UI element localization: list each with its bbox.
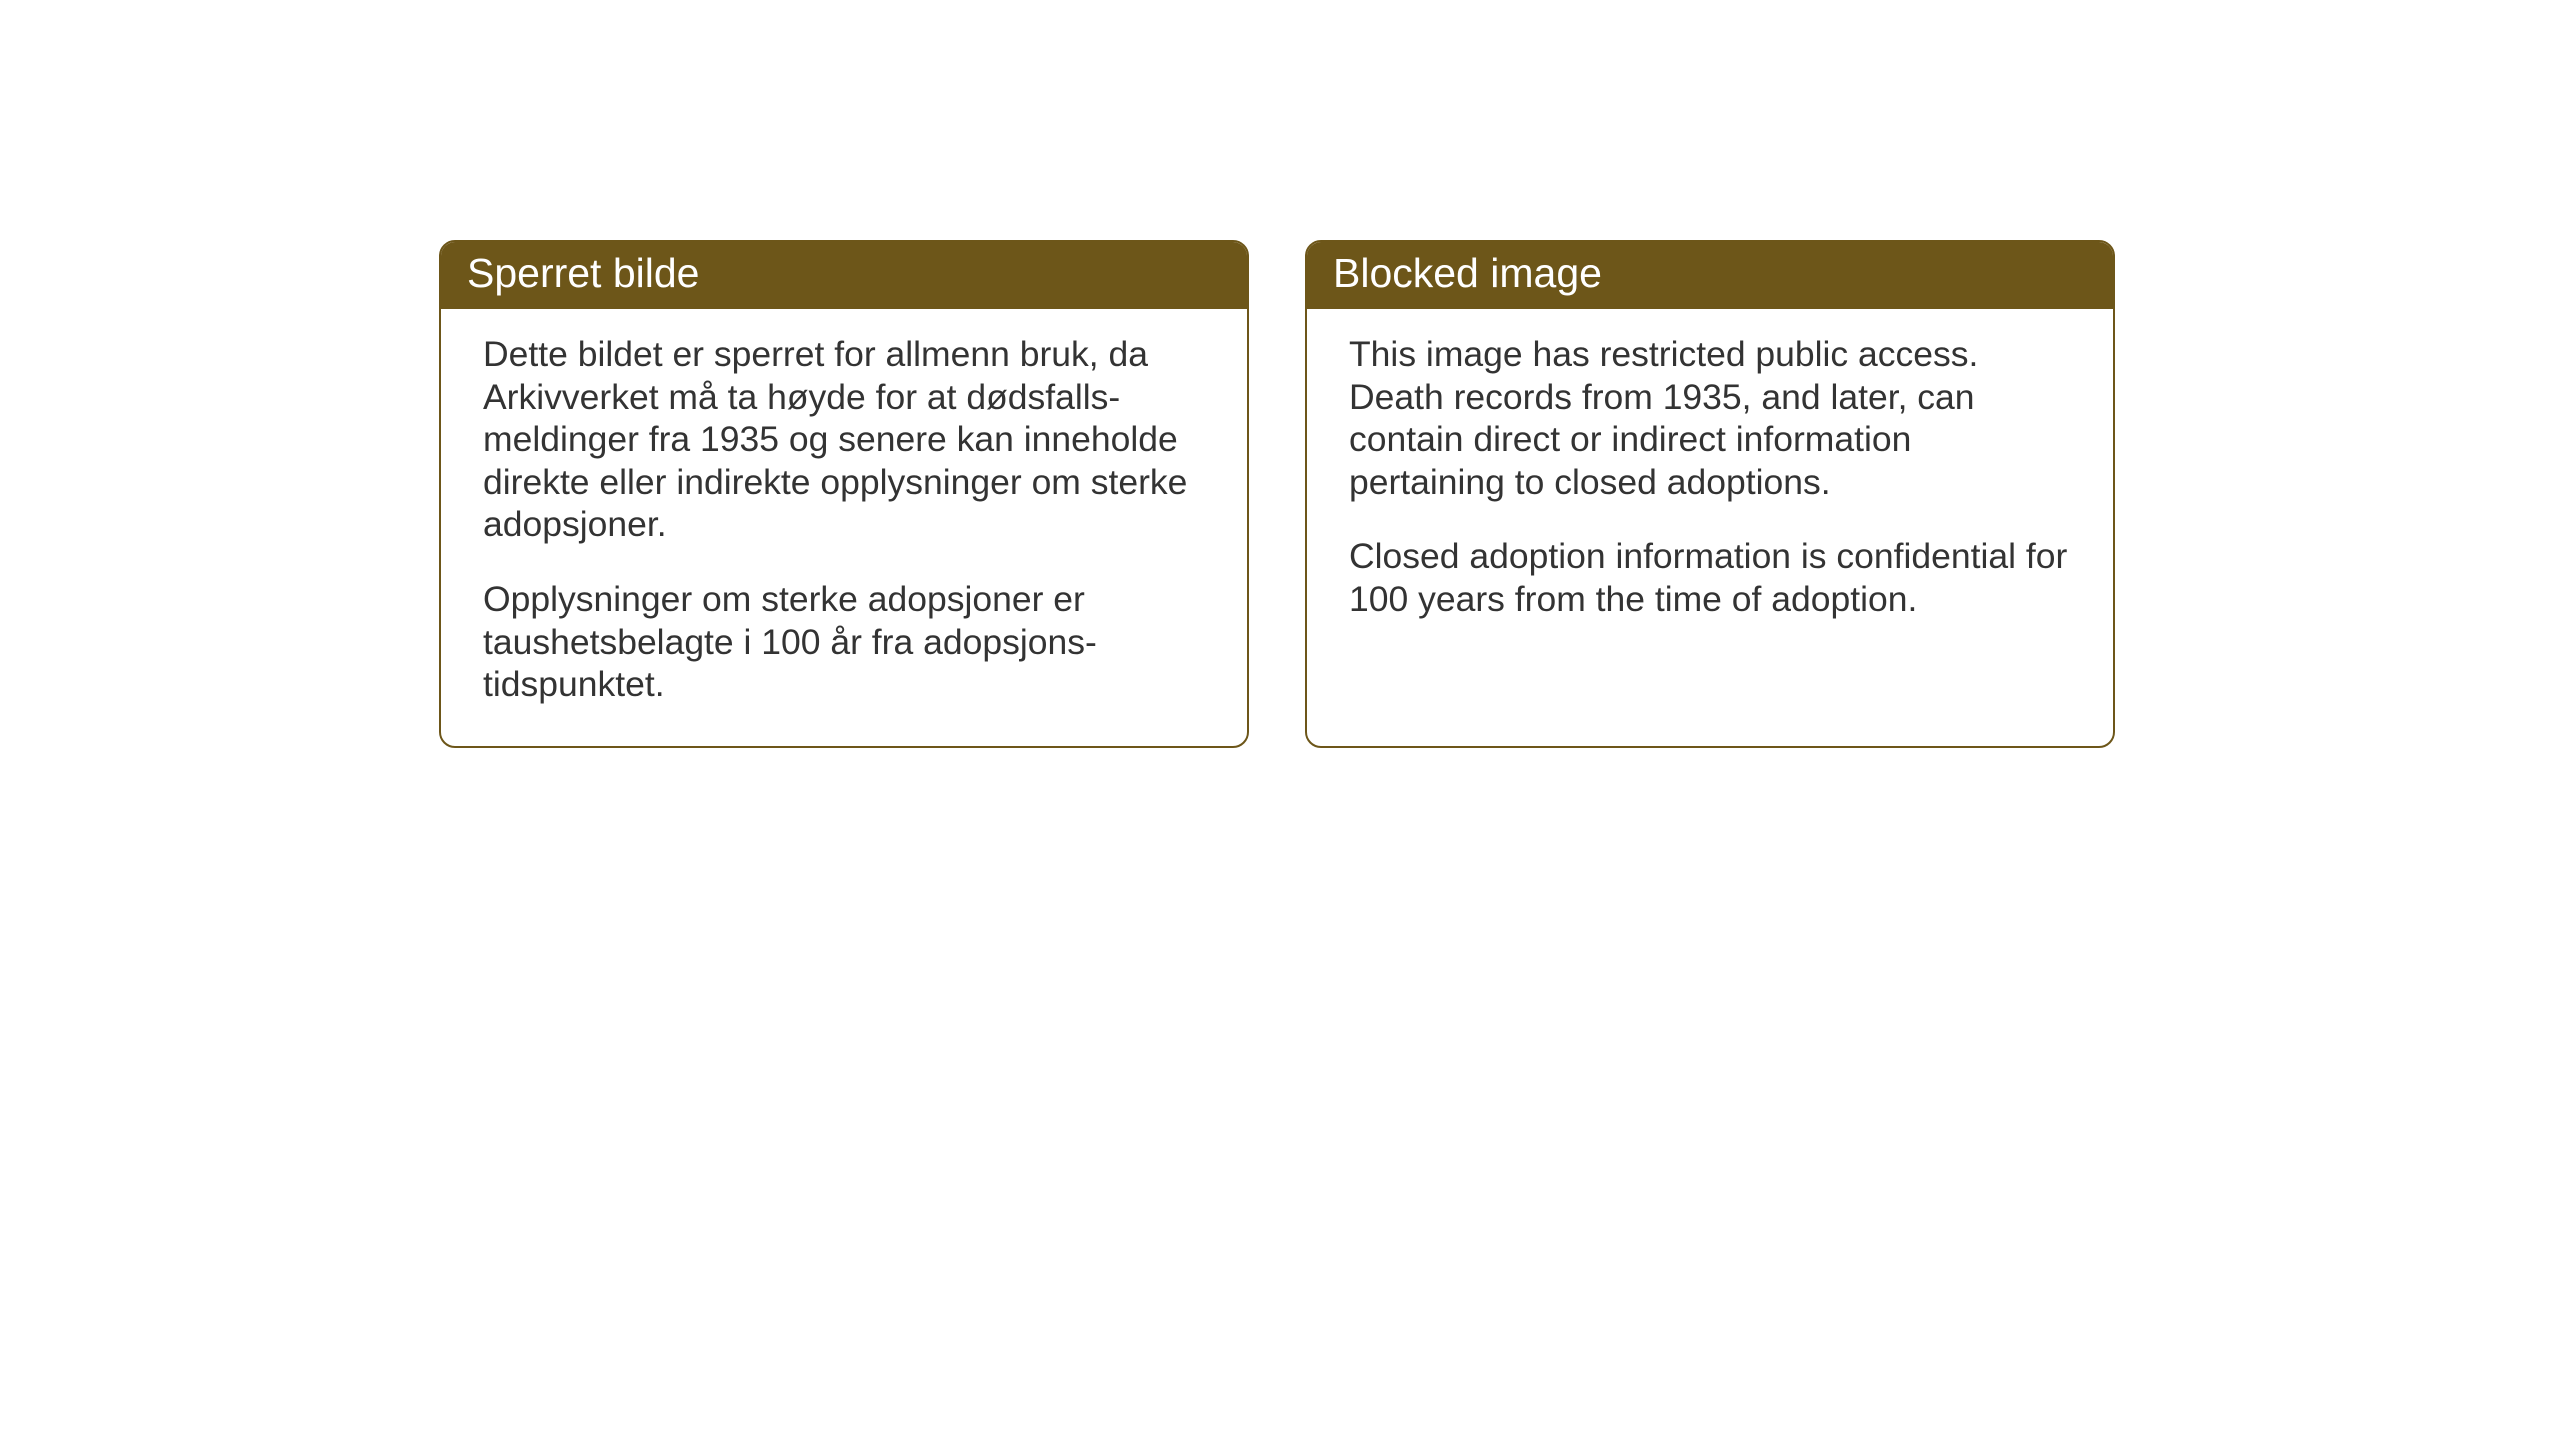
notice-paragraph-english-1: This image has restricted public access.… [1349,333,2071,503]
notice-container: Sperret bilde Dette bildet er sperret fo… [0,0,2560,748]
notice-body-norwegian: Dette bildet er sperret for allmenn bruk… [441,309,1247,746]
notice-card-english: Blocked image This image has restricted … [1305,240,2115,748]
notice-title-english: Blocked image [1333,250,1602,296]
notice-title-norwegian: Sperret bilde [467,250,699,296]
notice-paragraph-norwegian-1: Dette bildet er sperret for allmenn bruk… [483,333,1205,546]
notice-header-english: Blocked image [1307,242,2113,309]
notice-header-norwegian: Sperret bilde [441,242,1247,309]
notice-card-norwegian: Sperret bilde Dette bildet er sperret fo… [439,240,1249,748]
notice-paragraph-english-2: Closed adoption information is confident… [1349,535,2071,620]
notice-paragraph-norwegian-2: Opplysninger om sterke adopsjoner er tau… [483,578,1205,706]
notice-body-english: This image has restricted public access.… [1307,309,2113,661]
